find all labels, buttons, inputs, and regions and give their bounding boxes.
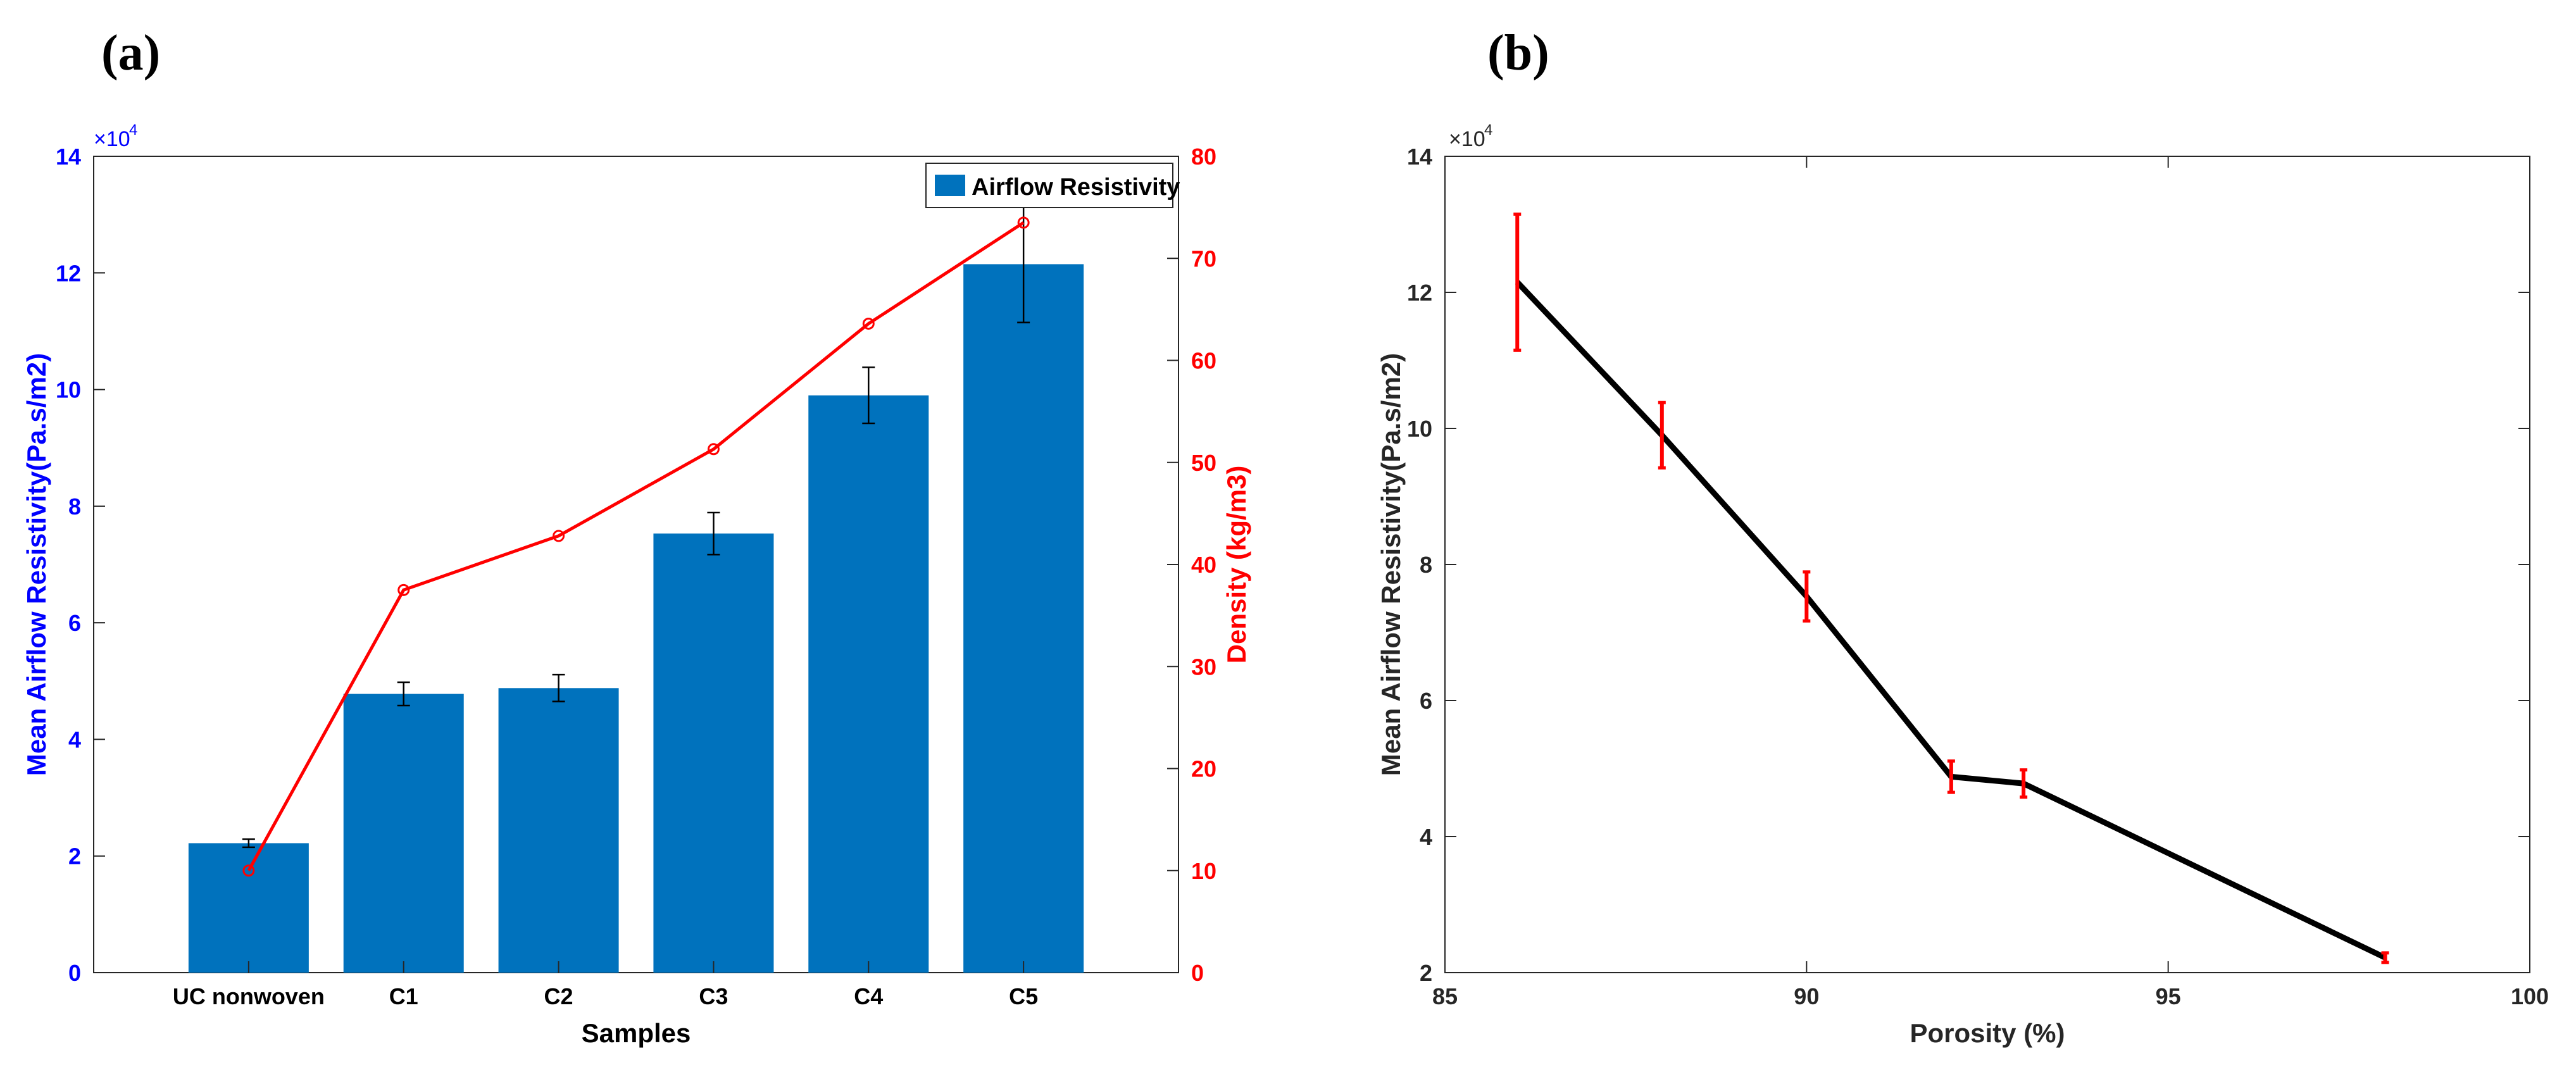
density-point [242,864,255,877]
y-right-tick-label-a: 50 [1191,450,1216,476]
plot-area-b [1444,156,2530,973]
legend-swatch [935,175,965,196]
panel-b-label: (b) [1487,25,1549,81]
y-tick-label-a: 4 [68,726,81,752]
x-tick-label-a: C5 [1009,983,1038,1009]
x-axis-label-b: Porosity (%) [1910,1018,2065,1048]
x-axis-label-a: Samples [582,1018,691,1048]
density-point [553,530,565,542]
density-point [1017,216,1030,229]
y-tick-label-a: 10 [56,377,81,403]
y-tick-label-a: 6 [68,610,81,636]
y-tick-label-a: 2 [68,844,81,869]
legend-box [925,163,1173,208]
density-line [247,221,1025,871]
bar-c2 [498,688,619,973]
x-tick-label-b: 95 [2156,983,2181,1009]
density-point [397,583,410,596]
y-tick-label-b: 2 [1420,960,1432,986]
bar-c4 [808,395,929,973]
y-right-tick-label-a: 30 [1191,654,1216,680]
x-tick-label-a: C3 [699,983,728,1009]
x-tick-label-b: 85 [1432,983,1458,1009]
y-tick-label-b: 10 [1407,416,1432,442]
y-tick-label-b: 4 [1420,824,1432,850]
x-tick-label-a: C1 [389,983,418,1009]
y-tick-label-a: 8 [68,494,81,520]
x-tick-label-b: 90 [1794,983,1819,1009]
x-tick-label-a: C2 [544,983,573,1009]
x-tick-label-b: 100 [2511,983,2549,1009]
bar-uc-nonwoven [188,843,309,973]
y-right-axis-label-a: Density (kg/m3) [1222,466,1251,664]
y-axis-label-b: Mean Airflow Resistivity(Pa.s/m2) [1376,353,1406,776]
y-tick-label-b: 12 [1407,280,1432,306]
bar-c5 [963,264,1084,973]
y-right-tick-label-a: 60 [1191,348,1216,374]
y-tick-label-a: 0 [68,960,81,986]
y-right-tick-label-a: 10 [1191,858,1216,884]
legend-label: Airflow Resistivity [972,174,1180,201]
y-tick-label-b: 8 [1420,552,1432,578]
x-tick-label-a: C4 [854,983,883,1009]
y-tick-label-b: 14 [1407,144,1432,170]
density-point [862,317,875,330]
panel-a-label: (a) [101,25,160,81]
y-exponent-a: ×10 [94,127,130,151]
y-tick-label-a: 14 [56,144,81,170]
y-exponent-b: ×10 [1449,127,1485,151]
y-axis-label-a: Mean Airflow Resistivity(Pa.s/m2) [22,353,51,776]
density-point [707,443,720,456]
y-right-tick-label-a: 20 [1191,756,1216,782]
y-tick-label-a: 12 [56,260,81,286]
y-tick-label-b: 6 [1420,688,1432,714]
y-exponent-power-a: 4 [129,121,137,139]
y-right-tick-label-a: 0 [1191,960,1204,986]
bar-c1 [343,694,464,973]
resistivity-line [1515,280,2387,961]
x-tick-label-a: UC nonwoven [173,983,325,1009]
y-right-tick-label-a: 80 [1191,144,1216,170]
y-exponent-power-b: 4 [1484,121,1492,139]
bar-c3 [653,533,774,973]
y-right-tick-label-a: 40 [1191,552,1216,578]
y-right-tick-label-a: 70 [1191,246,1216,271]
